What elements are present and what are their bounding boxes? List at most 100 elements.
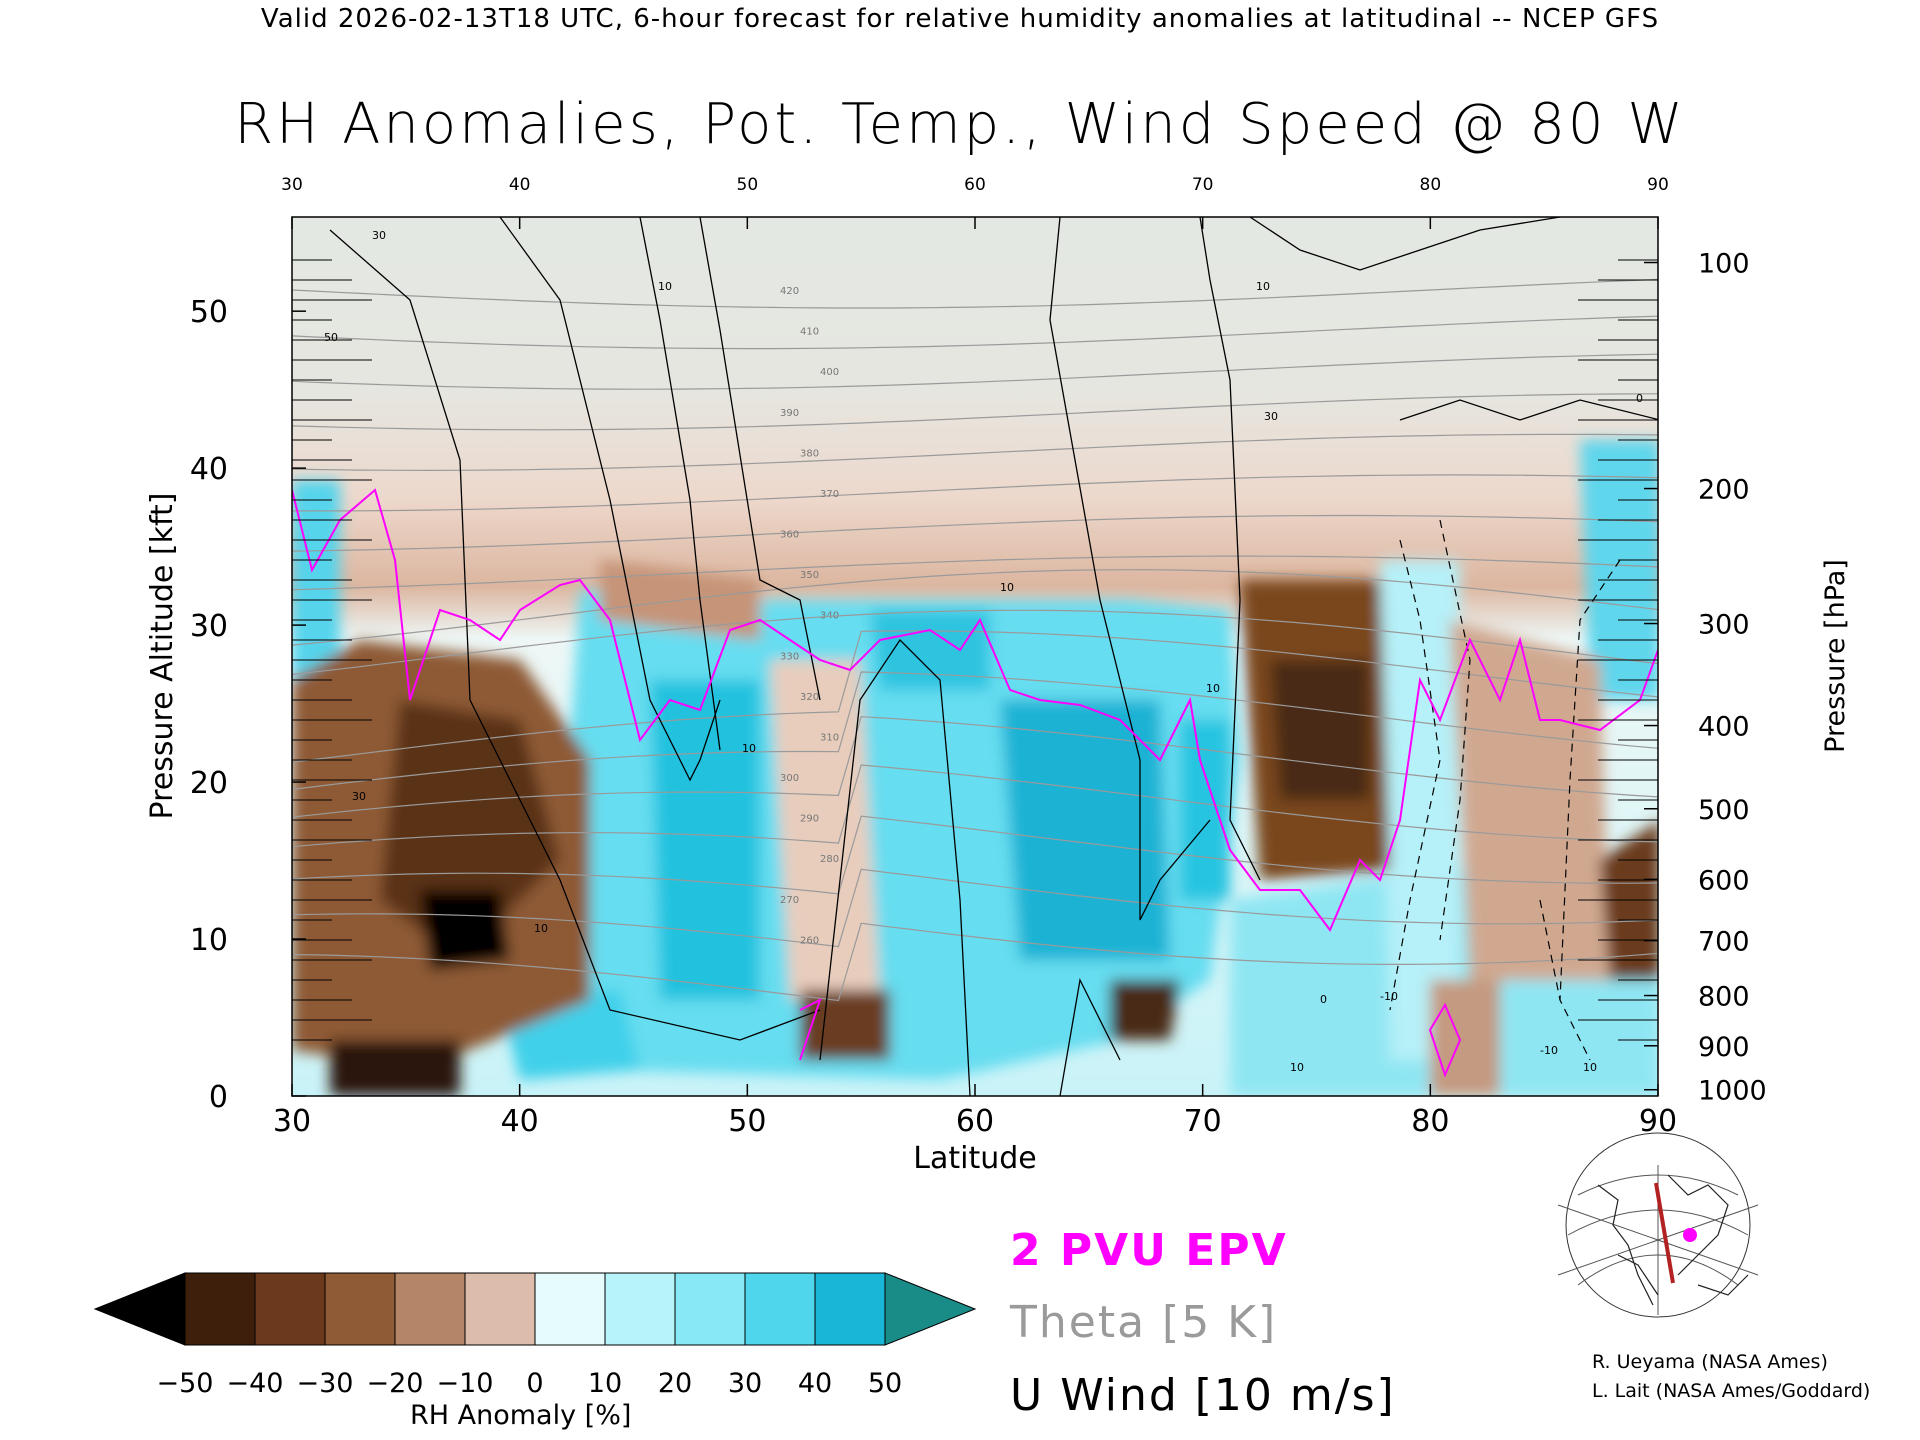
- wind-contour: [1049, 217, 1211, 921]
- wind-contour: [1399, 399, 1658, 421]
- colorbar-min-arrow: [93, 1272, 186, 1346]
- moist-region: [292, 480, 340, 690]
- colorbar-tick-label: −10: [437, 1368, 494, 1399]
- theta-label: 360: [780, 530, 799, 541]
- colorbar-tick-label: −50: [157, 1368, 214, 1399]
- colorbar-box: [464, 1272, 536, 1346]
- colorbar-box: [534, 1272, 606, 1346]
- x-tick-label: 40: [501, 1104, 539, 1139]
- epv-2pvu-line: [799, 998, 822, 1061]
- x-tick-label-top: 30: [281, 175, 303, 195]
- wind-label: 10: [1256, 280, 1270, 293]
- wind-contours: 30 50 30 10 10 10 10 10 30 10 0 0 10 -10 -10 10: [324, 217, 1658, 1096]
- colorbar-box: [604, 1272, 676, 1346]
- dry-region: [1450, 620, 1610, 980]
- pressure-tick-label: 300: [1698, 610, 1750, 641]
- credit-line-1: R. Ueyama (NASA Ames): [1592, 1351, 1828, 1373]
- wind-contour-negative: [1439, 519, 1471, 941]
- wind-label: 30: [372, 229, 386, 242]
- chart-title: RH Anomalies, Pot. Temp., Wind Speed @ 8…: [234, 92, 1686, 157]
- moist-region: [1380, 560, 1460, 1060]
- theta-contour: [292, 278, 1658, 309]
- theta-label: 320: [800, 692, 819, 703]
- wind-contour-negative: [1559, 559, 1621, 1001]
- axis-ticks: [291, 217, 1659, 1097]
- pressure-tick-label: 1000: [1698, 1076, 1767, 1107]
- pressure-tick-label: 400: [1698, 712, 1750, 743]
- wind-contour: [699, 217, 821, 701]
- theta-contour: [292, 868, 1658, 948]
- theta-label: 400: [820, 367, 839, 378]
- theta-label: 290: [800, 814, 819, 825]
- theta-contour: [292, 474, 1658, 512]
- wind-label: 10: [1290, 1061, 1304, 1074]
- theta-contour: [292, 315, 1658, 350]
- pressure-tick-label: 200: [1698, 475, 1750, 506]
- y-tick-label: 30: [190, 609, 228, 644]
- credit-line-2: L. Lait (NASA Ames/Goddard): [1592, 1380, 1871, 1402]
- wind-label: 0: [1320, 993, 1327, 1006]
- header-text: Valid 2026-02-13T18 UTC, 6-hour forecast…: [260, 4, 1660, 34]
- cross-section-line: [1654, 1182, 1675, 1284]
- wind-label: 30: [352, 790, 366, 803]
- colorbar-tick-label: −20: [367, 1368, 424, 1399]
- colorbar-box: [814, 1272, 886, 1346]
- wind-label: 10: [742, 742, 756, 755]
- colorbar-tick-label: 50: [868, 1368, 902, 1399]
- wind-label: 10: [534, 922, 548, 935]
- wind-contour: [1199, 217, 1261, 881]
- dry-region: [330, 1040, 460, 1096]
- x-tick-label: 70: [1184, 1104, 1222, 1139]
- theta-contour: [292, 514, 1658, 552]
- wind-contour: [499, 217, 721, 782]
- wind-contour: [819, 638, 971, 1096]
- pressure-tick-label: 800: [1698, 982, 1750, 1013]
- colorbar-tick-label: 30: [728, 1368, 762, 1399]
- y-tick-label: 20: [190, 766, 228, 801]
- colorbar-tick-label: 10: [588, 1368, 622, 1399]
- epv-2pvu-line: [292, 488, 1658, 932]
- theta-contour: [292, 671, 1658, 790]
- x-tick-label-top: 80: [1420, 175, 1442, 195]
- theta-label: 270: [780, 895, 799, 906]
- wind-contour: [1249, 217, 1561, 271]
- wind-label: 10: [1206, 682, 1220, 695]
- wind-contour: [329, 229, 821, 1041]
- legend-wind: U Wind [10 m/s]: [1010, 1370, 1396, 1421]
- wind-label: -10: [1380, 990, 1398, 1003]
- pressure-tick-label: 700: [1698, 927, 1750, 958]
- wind-label: 50: [324, 331, 338, 344]
- pressure-tick-label: 600: [1698, 865, 1750, 896]
- colorbar-tick-label: −40: [227, 1368, 284, 1399]
- dry-region: [420, 890, 510, 970]
- y-axis-title: Pressure Altitude [kft]: [145, 493, 180, 820]
- epv-contour: [292, 488, 1658, 1078]
- x-tick-label: 30: [273, 1104, 311, 1139]
- y-axis-title-right: Pressure [hPa]: [1820, 559, 1851, 753]
- colorbar-box: [674, 1272, 746, 1346]
- theta-label: 390: [780, 408, 799, 419]
- theta-contour: [292, 764, 1658, 848]
- wind-label: 10: [658, 280, 672, 293]
- moist-region: [1580, 440, 1658, 700]
- coastlines: [1597, 1174, 1749, 1306]
- y-tick-label: 40: [190, 452, 228, 487]
- theta-contour: [292, 555, 1658, 591]
- colorbar-tick-label: 40: [798, 1368, 832, 1399]
- map-inset: [1557, 1132, 1759, 1318]
- colorbar-label: RH Anomaly [%]: [410, 1400, 632, 1431]
- wind-contour: [639, 217, 721, 751]
- y-tick-label: 10: [190, 923, 228, 958]
- rh-anomaly-field: [292, 440, 1658, 1096]
- colorbar: −50 −40 −30 −20 −10 0 10 20 30 40 50: [93, 1272, 977, 1399]
- wind-label: 30: [1264, 410, 1278, 423]
- colorbar-box: [324, 1272, 396, 1346]
- colorbar-box: [254, 1272, 326, 1346]
- moist-region: [870, 610, 990, 690]
- theta-contour: [292, 353, 1658, 390]
- x-tick-label-top: 60: [964, 175, 986, 195]
- epv-2pvu-line: [1428, 1002, 1462, 1078]
- theta-contour: [292, 609, 1658, 676]
- colorbar-box: [744, 1272, 816, 1346]
- theta-contour: [292, 433, 1658, 472]
